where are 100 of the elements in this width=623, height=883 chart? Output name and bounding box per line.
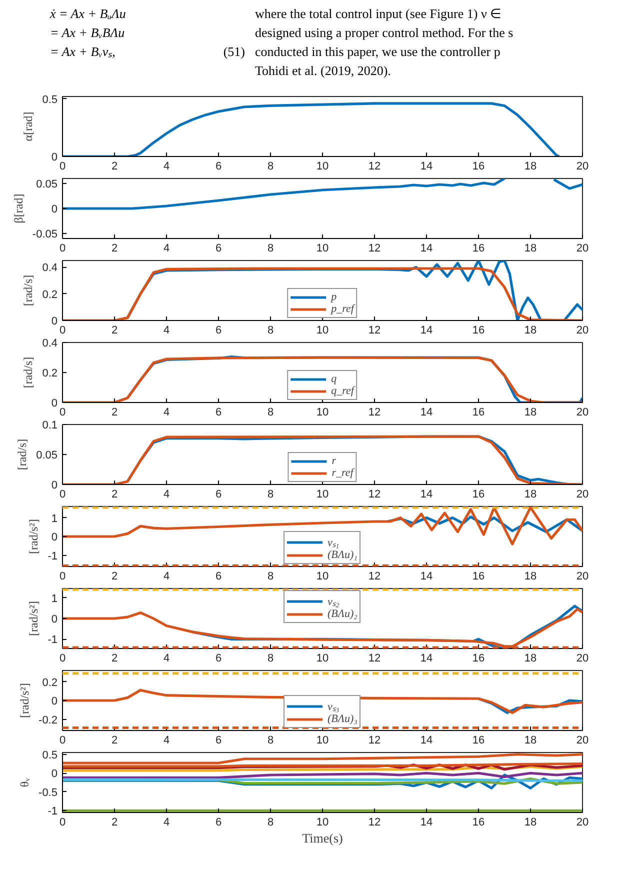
x-tick-label: 6 [215,406,222,418]
x-tick-label: 20 [576,488,589,500]
y-axis-title: [rad/s²] [26,519,41,554]
x-tick-label: 6 [215,734,222,746]
x-tick-label: 18 [524,816,537,828]
x-tick-label: 10 [316,734,329,746]
text: where the total control input (see Figure 1) ν ∈ [255,6,502,21]
x-tick-label: 16 [472,160,485,172]
text: conducted in this paper, we use the controller p [255,44,500,59]
series-label: q [331,373,338,385]
x-tick-label: 14 [420,488,433,500]
x-tick-label: 4 [163,324,170,336]
text: q_ref [331,385,354,397]
x-tick-label: 4 [163,816,170,828]
x-tick-label: 12 [368,734,381,746]
y-tick-label: 0 [51,768,58,780]
x-tick-label: 4 [163,160,170,172]
y-tick-label: -0.5 [38,786,58,799]
x-tick-label: 18 [524,570,537,582]
x-tick-label: 8 [267,816,274,828]
x-tick-label: 8 [267,160,274,172]
x-tick-label: 12 [368,816,381,828]
y-axis-title: [rad/s] [21,274,36,306]
x-tick-label: 12 [368,488,381,500]
y-axis-title: [rad/s] [15,438,30,470]
x-tick-label: 12 [368,406,381,418]
line-series [62,102,560,156]
x-tick-label: 0 [59,160,66,172]
x-tick-label: 12 [368,652,381,664]
x-tick-label: 16 [472,406,485,418]
x-tick-label: 8 [267,242,274,254]
x-tick-label: 8 [267,734,274,746]
y-tick-label: 0 [51,152,58,164]
x-tick-label: 10 [316,242,329,254]
x-tick-label: 12 [368,160,381,172]
text: = Ax + Bᵥvₛ, [50,44,116,59]
y-tick-label: 0 [51,696,58,708]
series-label: (BΛu)₂ [327,608,358,620]
x-tick-label: 0 [59,734,66,746]
x-tick-label: 14 [420,734,433,746]
x-tick-label: 16 [472,734,485,746]
y-tick-label: 0.05 [36,178,58,190]
y-tick-label: -1 [48,806,58,818]
legend-label: vₛ₁ [327,536,340,549]
legend-label: p [331,291,338,303]
legend-label: r_ref [332,467,354,479]
x-tick-label: 2 [111,652,118,664]
x-tick-label: 18 [524,652,537,664]
x-tick-label: 16 [472,242,485,254]
x-tick-label: 20 [576,734,589,746]
text: (51) [222,42,245,61]
y-tick-label: 0 [51,614,58,626]
x-tick-label: 0 [59,488,66,500]
x-tick-label: 20 [576,652,589,664]
y-tick-label: 0 [51,532,58,544]
text: = Ax + BᵥBΛu [50,24,125,40]
x-tick-label: 0 [59,242,66,254]
x-tick-label: 10 [316,570,329,582]
y-axis-title: θᵥ [18,777,32,788]
y-tick-label: -1 [48,634,58,646]
y-tick-label: 0 [51,480,58,492]
x-tick-label: 4 [163,488,170,500]
x-tick-label: 6 [215,488,222,500]
y-tick-label: -0.2 [38,714,58,726]
x-tick-label: 20 [576,242,589,254]
text: vₛ₂ [327,595,340,608]
x-axis-title: Time(s) [302,830,343,846]
x-tick-label: 0 [59,324,66,336]
x-tick-label: 2 [111,816,118,828]
legend-label: (BΛu)₃ [327,713,358,725]
x-tick-label: 14 [420,160,433,172]
x-tick-label: 10 [316,406,329,418]
x-tick-label: 20 [576,160,589,172]
x-tick-label: 4 [163,570,170,582]
x-tick-label: 10 [316,816,329,828]
text: ẋ = Ax + BᵤΛu [50,6,126,21]
x-tick-label: 6 [215,652,222,664]
x-tick-label: 14 [420,324,433,336]
x-tick-label: 16 [472,570,485,582]
y-tick-label: 0.1 [42,420,58,432]
x-tick-label: 20 [576,816,589,828]
x-tick-label: 6 [215,570,222,582]
y-axis-title: β[rad] [11,194,26,224]
x-tick-label: 8 [267,488,274,500]
x-tick-label: 14 [420,406,433,418]
x-tick-label: 16 [472,652,485,664]
x-tick-label: 0 [59,406,66,418]
y-tick-label: 0.2 [42,288,58,301]
y-tick-label: 1 [51,512,58,525]
x-tick-label: 14 [420,570,433,582]
y-tick-label: 0.2 [42,676,58,689]
y-axis-title: [rad/s²] [18,683,32,718]
x-tick-label: 14 [420,652,433,664]
x-tick-label: 2 [111,324,118,336]
x-tick-label: 10 [316,160,329,172]
x-tick-label: 10 [316,652,329,664]
x-tick-label: 4 [163,734,170,746]
x-tick-label: 4 [163,242,170,254]
x-tick-label: 14 [420,242,433,254]
x-tick-label: 0 [59,816,66,828]
